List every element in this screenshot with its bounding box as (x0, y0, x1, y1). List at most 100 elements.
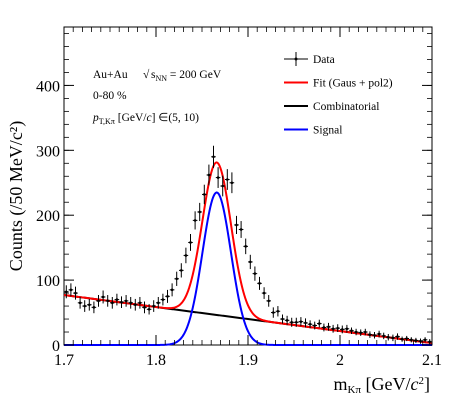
data-point (220, 175, 225, 197)
data-point (399, 336, 405, 342)
data-point-marker (308, 322, 312, 326)
data-point-marker (180, 269, 183, 272)
annotation-s: s (151, 69, 156, 81)
data-point (344, 324, 350, 333)
fit-curve (63, 161, 433, 345)
data-point-marker (175, 277, 178, 281)
legend-item: Data (284, 52, 335, 66)
data-point (206, 164, 212, 186)
data-point-marker (341, 328, 344, 331)
data-point (243, 238, 248, 255)
legend-label: Data (313, 54, 335, 66)
data-point-marker (414, 339, 418, 342)
data-point-marker (193, 219, 197, 222)
x-axis-title-c: c (411, 374, 419, 394)
data-point (275, 306, 281, 317)
data-point-marker (262, 291, 266, 295)
data-point-marker (327, 325, 330, 329)
data-point-marker (207, 173, 211, 177)
data-point-marker (336, 326, 340, 330)
x-tick-label: 1.9 (238, 352, 258, 369)
data-point (96, 295, 101, 307)
data-point-marker (129, 301, 132, 305)
data-point-marker (78, 301, 82, 305)
data-point (234, 215, 239, 235)
x-tick-label: 2 (336, 352, 344, 369)
data-point (413, 337, 419, 344)
data-point-marker (267, 299, 271, 303)
y-tick-label: 400 (36, 78, 60, 95)
data-point-marker (364, 330, 367, 334)
data-point (91, 301, 97, 314)
data-point (386, 333, 391, 341)
data-point (169, 283, 175, 297)
annotation-nn: NN (155, 74, 167, 83)
data-point-marker (226, 178, 229, 181)
data-point-marker (405, 337, 409, 340)
data-point-marker (419, 339, 422, 343)
data-point-marker (396, 335, 399, 338)
legend-marker (294, 57, 298, 61)
data-point (335, 324, 340, 333)
signal-curve (64, 191, 432, 346)
data-point (271, 307, 276, 318)
data-point (340, 325, 345, 334)
x-axis-title: mKπ [GeV/c2] (334, 374, 431, 396)
data-point (289, 317, 294, 327)
data-point (284, 315, 290, 325)
data-point-marker (322, 326, 326, 329)
legend-item: Signal (284, 125, 342, 137)
annotation-sqrt: √ (143, 68, 150, 81)
data-point (404, 335, 409, 342)
data-point-marker (203, 193, 206, 196)
data-point-marker (166, 295, 169, 298)
data-point-marker (400, 337, 404, 341)
data-point-marker (281, 317, 284, 321)
data-point (349, 327, 354, 334)
x-axis-title-sub: Kπ (348, 384, 362, 396)
data-point (188, 234, 193, 251)
data-point (261, 287, 267, 299)
data-point (211, 145, 216, 168)
data-point-marker (359, 331, 363, 334)
data-point-marker (428, 340, 432, 344)
data-point (294, 317, 299, 327)
annotation-sqrt-s: sNN = 200 GeV (151, 69, 222, 83)
legend-label: Signal (313, 125, 342, 137)
data-point-marker (423, 338, 427, 342)
data-point-marker (304, 321, 307, 325)
data-point-marker (244, 245, 247, 248)
data-point-marker (276, 309, 280, 313)
data-point-marker (124, 299, 128, 303)
data-point (353, 328, 359, 336)
data-point-marker (74, 291, 77, 295)
data-point (367, 331, 373, 338)
legend-item: Combinatorial (284, 101, 379, 113)
data-point (363, 328, 368, 336)
data-point-marker (387, 335, 390, 339)
data-point (77, 296, 83, 309)
x-axis: 1.7 1.8 1.9 2 2.1 (54, 27, 442, 369)
data-point (64, 285, 69, 299)
data-point-marker (391, 336, 395, 340)
x-axis-title-units: [GeV/ (361, 374, 410, 394)
data-point (225, 169, 230, 190)
data-point (100, 290, 106, 304)
data-point (174, 271, 179, 286)
data-point-marker (88, 303, 91, 307)
data-point-marker (97, 299, 100, 303)
data-point (409, 337, 414, 343)
data-point-marker (138, 301, 142, 305)
data-point (257, 276, 262, 290)
data-point-marker (152, 304, 155, 308)
x-axis-title-m: m (334, 374, 348, 394)
data-point-marker (184, 254, 188, 257)
data-point-marker (65, 290, 68, 294)
data-point (151, 300, 156, 312)
legend-item: Fit (Gaus + pol2) (284, 78, 393, 90)
data-point-marker (170, 288, 174, 292)
data-point (390, 334, 396, 342)
data-point (298, 317, 304, 327)
data-point (317, 319, 322, 328)
